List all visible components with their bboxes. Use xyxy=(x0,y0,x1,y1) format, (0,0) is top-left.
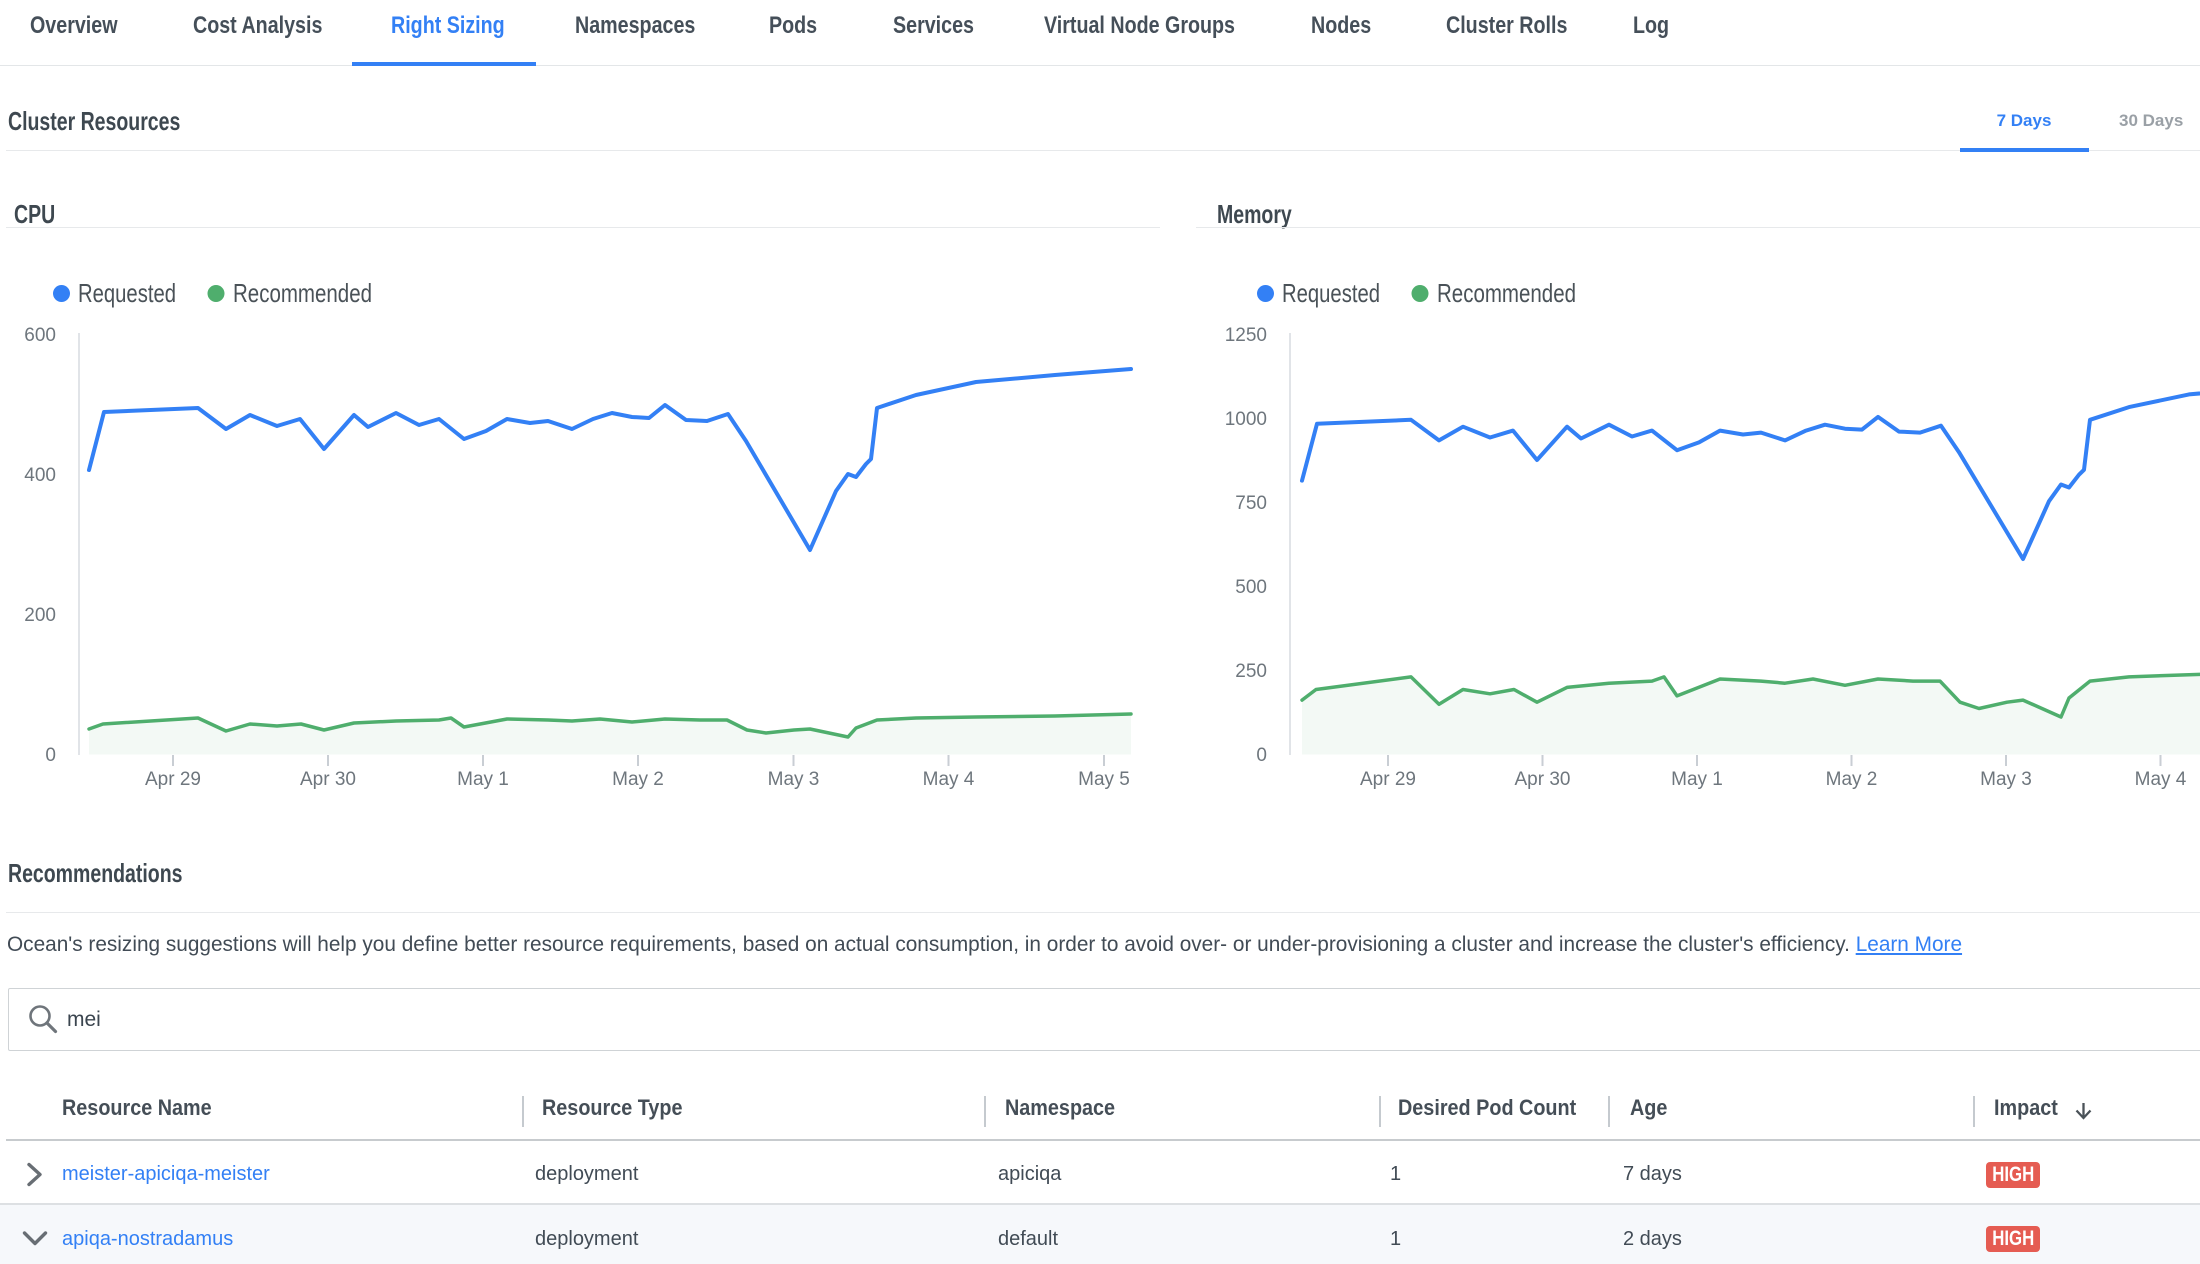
svg-text:May 3: May 3 xyxy=(768,769,820,790)
svg-text:Recommended: Recommended xyxy=(1437,278,1576,308)
svg-text:600: 600 xyxy=(24,325,56,346)
svg-text:Apr 30: Apr 30 xyxy=(300,769,356,790)
svg-text:May 3: May 3 xyxy=(1980,769,2032,790)
svg-text:250: 250 xyxy=(1235,661,1267,682)
svg-text:Apr 29: Apr 29 xyxy=(145,769,201,790)
svg-text:0: 0 xyxy=(45,745,56,766)
svg-text:1250: 1250 xyxy=(1225,325,1267,346)
svg-text:200: 200 xyxy=(24,605,56,626)
svg-text:750: 750 xyxy=(1235,493,1267,514)
svg-text:May 2: May 2 xyxy=(612,769,664,790)
svg-text:May 2: May 2 xyxy=(1826,769,1878,790)
svg-text:Recommended: Recommended xyxy=(233,278,372,308)
svg-text:1000: 1000 xyxy=(1225,409,1267,430)
svg-text:400: 400 xyxy=(24,465,56,486)
svg-text:May 4: May 4 xyxy=(2135,769,2187,790)
svg-text:May 1: May 1 xyxy=(1671,769,1723,790)
svg-text:0: 0 xyxy=(1256,745,1267,766)
svg-text:May 4: May 4 xyxy=(923,769,975,790)
svg-text:May 5: May 5 xyxy=(1078,769,1130,790)
svg-text:May 1: May 1 xyxy=(457,769,509,790)
svg-text:Apr 29: Apr 29 xyxy=(1360,769,1416,790)
svg-text:Apr 30: Apr 30 xyxy=(1515,769,1571,790)
svg-text:500: 500 xyxy=(1235,577,1267,598)
svg-text:Requested: Requested xyxy=(1282,278,1380,308)
svg-text:Requested: Requested xyxy=(78,278,176,308)
